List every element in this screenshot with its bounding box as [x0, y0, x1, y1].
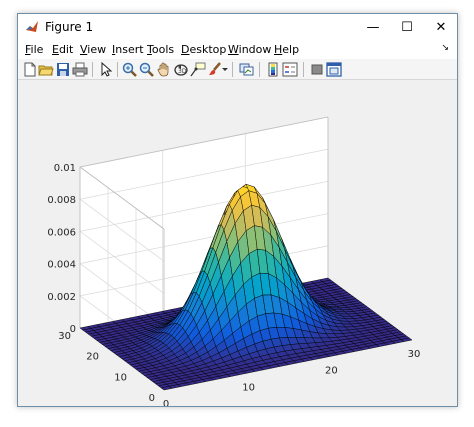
link-plot-icon[interactable]	[239, 62, 255, 77]
y-tick-label: 10	[114, 372, 127, 383]
minimize-button[interactable]: —	[366, 19, 380, 35]
matlab-logo-icon	[26, 21, 38, 32]
z-tick-label: 0.004	[47, 260, 76, 271]
zoom-in-icon[interactable]	[122, 62, 138, 77]
menu-file[interactable]: File	[25, 43, 44, 56]
zoom-out-icon[interactable]	[139, 62, 155, 77]
y-tick-label: 20	[86, 352, 99, 363]
edit-plot-icon[interactable]	[97, 62, 113, 77]
menu-window[interactable]: Window	[228, 43, 272, 56]
axes-box-edge	[79, 166, 165, 230]
brush-icon[interactable]	[207, 62, 223, 77]
surface-mesh	[79, 184, 413, 391]
menu-help[interactable]: Help	[274, 43, 300, 56]
window-title: Figure 1	[45, 20, 94, 34]
axes-box-edge	[79, 116, 329, 168]
svg-text:3D: 3D	[178, 68, 187, 75]
x-tick-label: 30	[408, 349, 421, 360]
menu-edit[interactable]: Edit	[52, 43, 74, 56]
x-tick-label: 0	[163, 399, 169, 406]
print-icon[interactable]	[72, 62, 88, 77]
toolbar-separator	[259, 62, 260, 77]
title-bar: Figure 1 — ☐ ✕	[18, 14, 457, 40]
figure-canvas[interactable]: 0 0.002 0.004 0.006 0.008 0.01 0 10 20 30 0 10 20 30	[18, 81, 457, 406]
menu-insert[interactable]: Insert	[112, 43, 144, 56]
new-figure-icon[interactable]	[22, 62, 38, 77]
toolbar-separator	[92, 62, 93, 77]
x-tick-label: 10	[242, 382, 255, 393]
menu-overflow-icon[interactable]: ↘	[441, 43, 449, 53]
y-tick-label: 30	[58, 331, 71, 342]
show-plot-tools-icon[interactable]	[326, 62, 342, 77]
figure-window: Figure 1 — ☐ ✕ File Edit View Insert Too…	[17, 13, 458, 407]
y-tick-label: 0	[149, 393, 155, 404]
close-button[interactable]: ✕	[435, 19, 447, 35]
z-tick-label: 0	[70, 324, 76, 335]
surface-patch	[400, 337, 413, 342]
brush-dropdown-icon[interactable]	[221, 62, 229, 77]
hide-plot-tools-icon[interactable]	[309, 62, 325, 77]
z-tick-label: 0.002	[47, 292, 76, 303]
figure-toolbar: 3D	[18, 59, 457, 80]
pan-icon[interactable]	[156, 62, 172, 77]
toolbar-separator	[303, 62, 304, 77]
maximize-button[interactable]: ☐	[401, 19, 413, 35]
save-icon[interactable]	[55, 62, 71, 77]
x-tick-label: 20	[325, 366, 338, 377]
menu-tools[interactable]: Tools	[147, 43, 175, 56]
z-tick-label: 0.006	[47, 227, 76, 238]
legend-icon[interactable]	[282, 62, 298, 77]
toolbar-separator	[117, 62, 118, 77]
colorbar-icon[interactable]	[265, 62, 281, 77]
data-cursor-icon[interactable]	[190, 62, 206, 77]
z-tick-label: 0.01	[54, 163, 76, 174]
menu-bar: File Edit View Insert Tools Desktop Wind…	[18, 40, 457, 59]
open-file-icon[interactable]	[38, 62, 54, 77]
menu-desktop[interactable]: Desktop	[181, 43, 227, 56]
menu-view[interactable]: View	[80, 43, 107, 56]
toolbar-separator	[232, 62, 233, 77]
rotate-3d-icon[interactable]: 3D	[173, 62, 189, 77]
z-tick-label: 0.008	[47, 195, 76, 206]
